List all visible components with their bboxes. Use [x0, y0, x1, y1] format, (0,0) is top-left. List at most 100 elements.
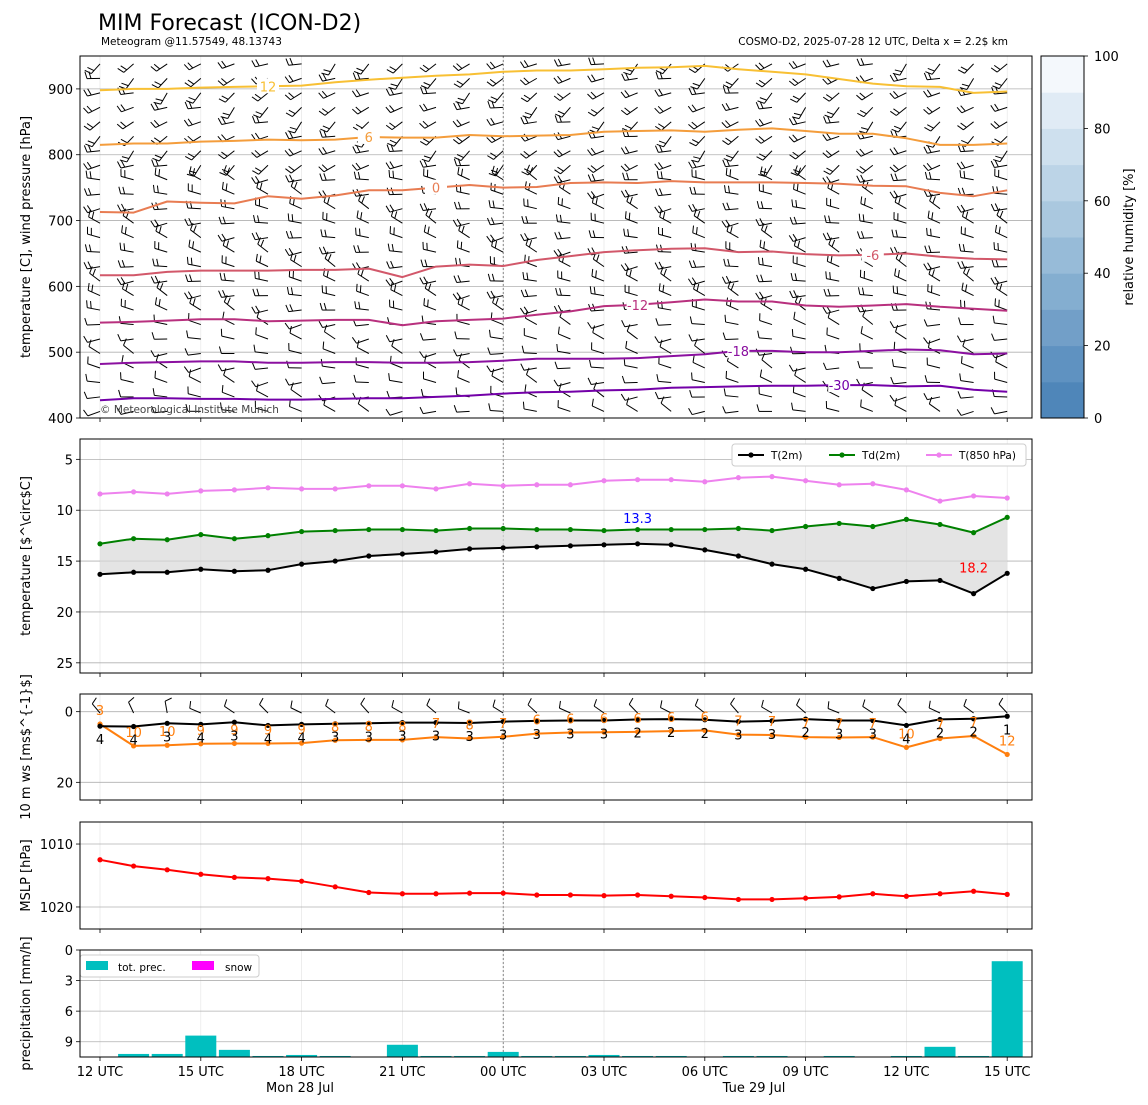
barb-feather: [856, 94, 863, 101]
barb-staff: [893, 218, 907, 224]
isotherm-label-bg: [828, 377, 851, 393]
barb-feather: [86, 300, 88, 308]
wind-barb: [187, 183, 201, 195]
precip-bar: [521, 1055, 553, 1057]
barb-feather: [690, 86, 698, 90]
mslp-point: [534, 892, 540, 898]
barb-staff: [626, 404, 638, 412]
barb-feather: [419, 333, 424, 341]
wind-barb: [893, 212, 907, 224]
barb-feather: [486, 235, 492, 243]
barb-staff: [560, 164, 571, 175]
barb-staff: [120, 175, 134, 181]
barb-staff: [356, 217, 370, 224]
barb-staff: [860, 276, 873, 282]
barb-feather: [356, 262, 361, 270]
t850-point: [366, 483, 372, 489]
barb-feather: [461, 298, 464, 306]
barb-feather: [789, 217, 794, 225]
barb-staff: [859, 179, 873, 183]
legend-label: Td(2m): [861, 450, 900, 462]
barb-staff: [624, 150, 638, 155]
barb-feather: [689, 390, 693, 398]
barb-staff: [928, 707, 941, 714]
barb-feather: [225, 183, 228, 191]
barb-feather: [691, 104, 697, 111]
barb-feather: [764, 225, 768, 233]
y-tick-label: 400: [48, 412, 73, 427]
y-tick-label: 10: [56, 504, 73, 519]
x-tick-label: 21 UTC: [379, 1065, 425, 1080]
barb-feather: [927, 262, 932, 270]
mean-wind-value-label: 3: [869, 728, 877, 743]
wind-barb: [796, 698, 806, 714]
barb-feather: [553, 176, 559, 184]
barb-feather: [164, 697, 172, 702]
wind-barb: [285, 174, 302, 183]
barb-staff: [523, 352, 537, 354]
barb-feather: [553, 59, 559, 67]
barb-staff: [557, 135, 571, 141]
td2m-point: [635, 526, 641, 533]
barb-feather: [255, 175, 260, 183]
barb-feather: [120, 65, 128, 71]
barb-feather: [957, 144, 962, 152]
wind-barb: [487, 347, 504, 355]
barb-staff: [927, 164, 941, 172]
wind-barb: [622, 172, 638, 181]
barb-staff: [792, 409, 806, 412]
t2m-point: [803, 566, 809, 572]
wind-barb: [924, 375, 941, 383]
barb-feather: [116, 123, 124, 130]
barb-staff: [966, 78, 975, 90]
wind-barb: [91, 697, 101, 714]
barb-feather: [654, 145, 659, 153]
barb-staff: [692, 410, 705, 416]
wind-barb: [251, 92, 269, 102]
barb-staff: [624, 77, 638, 81]
barb-staff: [928, 273, 941, 282]
colorbar-segment: [1041, 92, 1084, 129]
barb-feather: [692, 203, 697, 211]
barb-feather: [255, 327, 257, 335]
mean-wind-point: [567, 717, 574, 724]
barb-staff: [255, 334, 269, 340]
barb-feather: [628, 212, 631, 220]
barb-feather: [928, 245, 932, 253]
barb-feather: [898, 254, 903, 262]
barb-staff: [625, 347, 638, 354]
wind-barb: [154, 297, 168, 311]
gust-point: [971, 733, 977, 739]
barb-feather: [561, 198, 563, 206]
wind-barb: [556, 343, 571, 354]
t2m-point: [870, 585, 876, 592]
barb-staff: [457, 173, 470, 181]
barb-feather: [592, 230, 596, 238]
wind-barb: [589, 359, 605, 369]
barb-staff: [290, 164, 302, 174]
barb-feather: [893, 190, 899, 198]
precip-bar: [454, 1055, 486, 1057]
barb-feather: [889, 74, 895, 82]
barb-staff: [859, 63, 873, 66]
barb-staff: [524, 309, 537, 315]
barb-feather: [788, 80, 796, 87]
mean-wind-value-label: 3: [768, 728, 776, 743]
wind-barb: [457, 296, 470, 311]
wind-barb: [923, 106, 941, 115]
barb-staff: [288, 220, 302, 224]
barb-feather: [757, 257, 760, 265]
gust-value-label: 3: [96, 704, 104, 719]
barb-feather: [253, 114, 261, 119]
barb-feather: [457, 370, 460, 378]
td2m-point: [735, 525, 742, 532]
barb-staff: [895, 331, 907, 340]
barb-feather: [355, 227, 357, 235]
barb-feather: [926, 163, 933, 170]
barb-staff: [255, 179, 269, 185]
legend-label: tot. prec.: [118, 962, 166, 974]
barb-staff: [695, 705, 706, 714]
wind-barb: [654, 336, 672, 344]
barb-staff: [592, 92, 605, 100]
wind-barb: [959, 373, 974, 383]
